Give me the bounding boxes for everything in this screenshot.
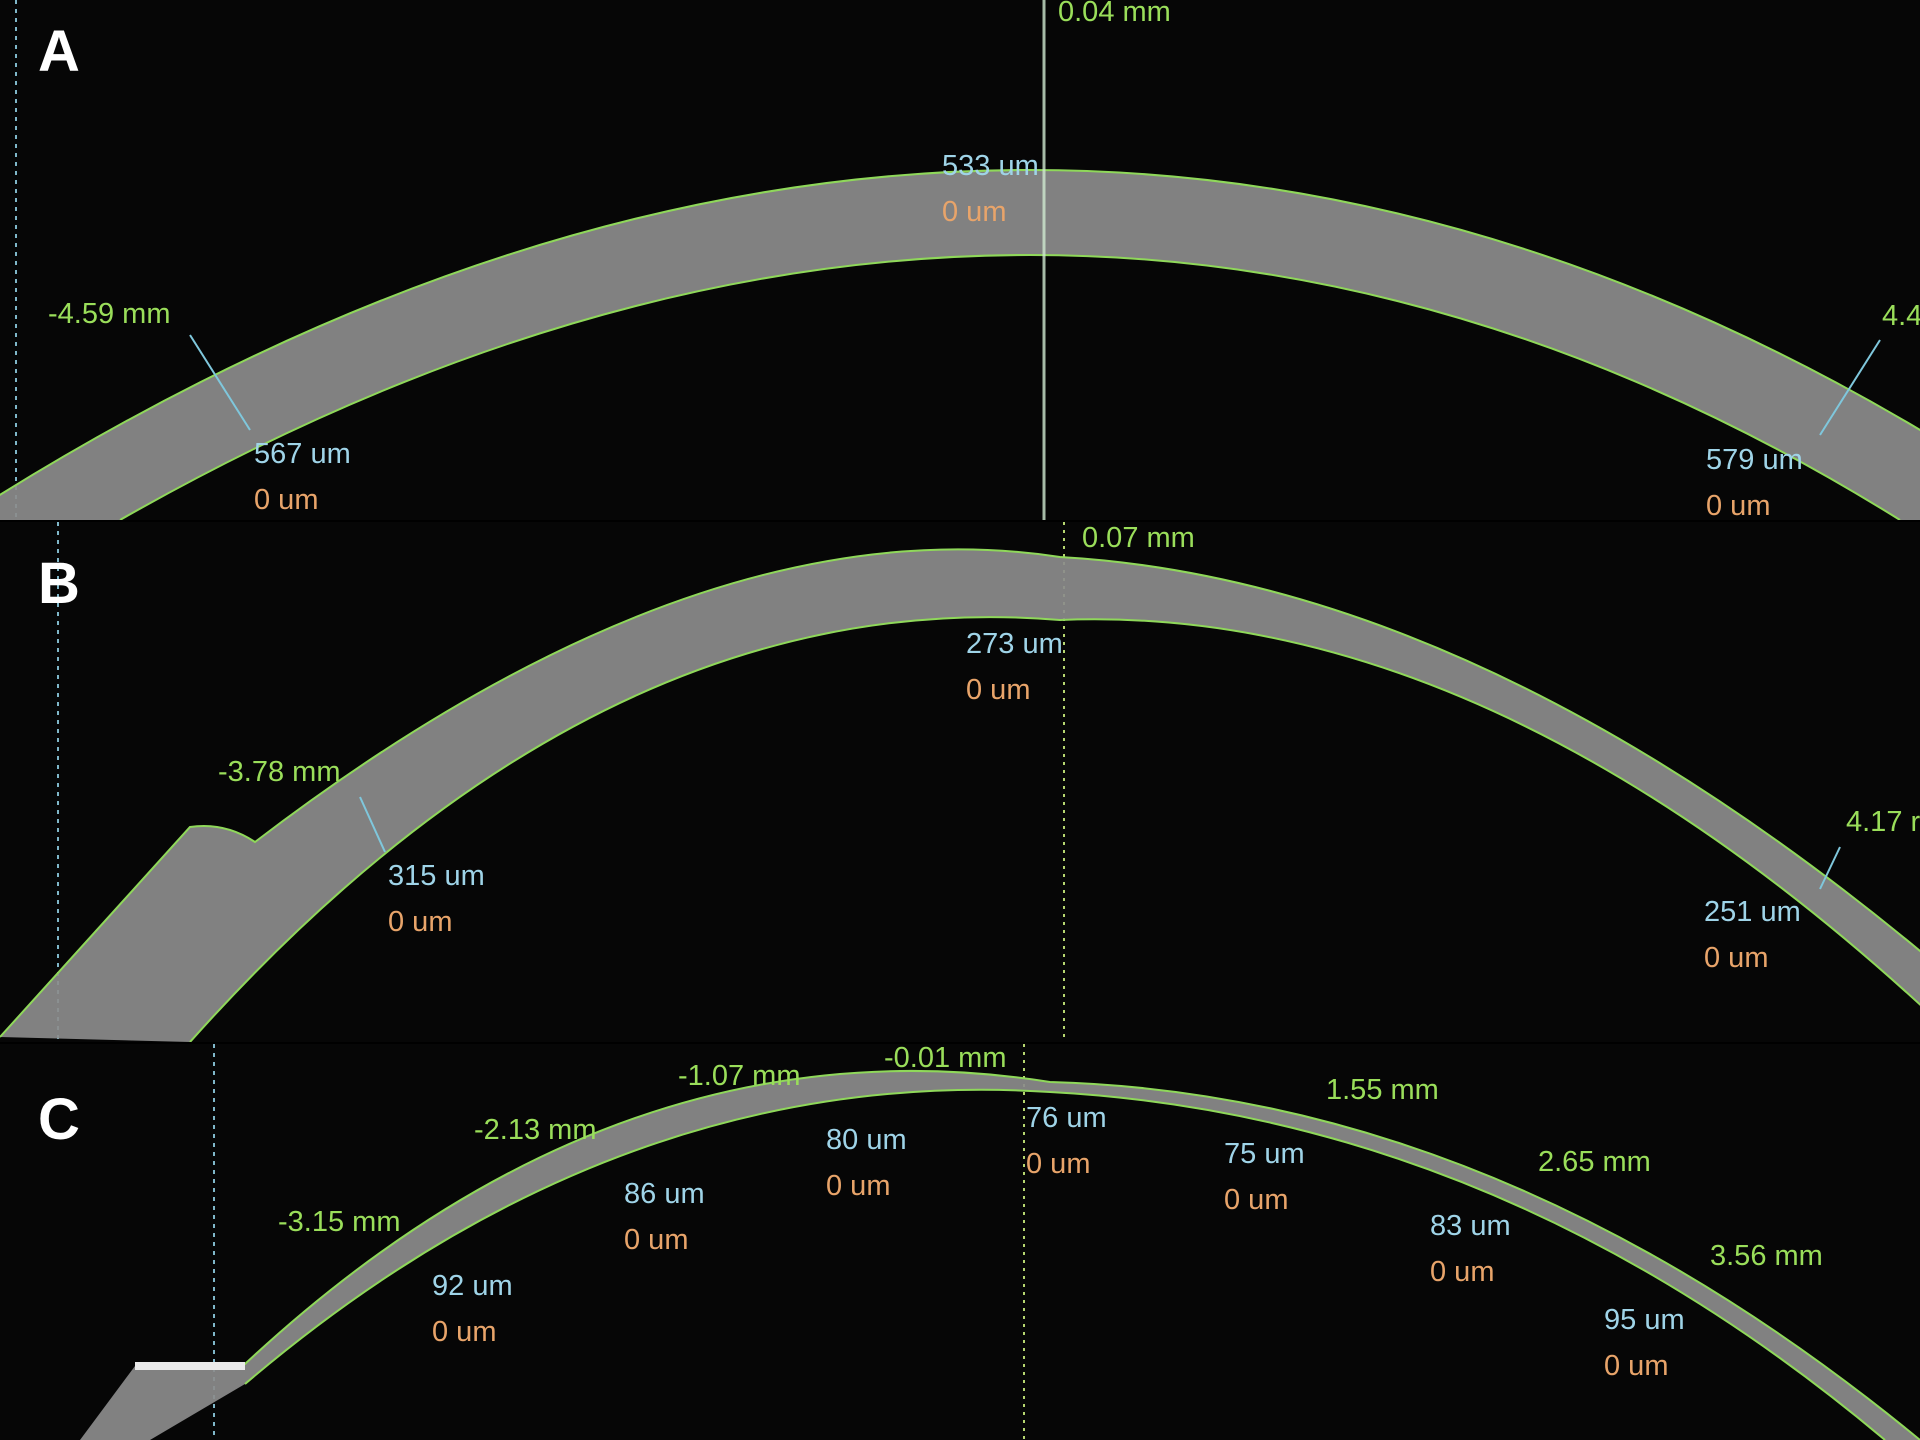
position-label: -0.01 mm: [884, 1044, 1007, 1074]
thickness-label: 83 um: [1430, 1210, 1511, 1242]
thickness-label: 86 um: [624, 1178, 705, 1210]
thickness-label: 75 um: [1224, 1138, 1305, 1170]
anterior-boundary-c: [134, 1069, 1920, 1440]
oct-panel-a: A 0.04 mm 533 um 0 um -4.59 mm 567 um 0 …: [0, 0, 1920, 520]
delta-label: 0 um: [826, 1170, 891, 1202]
position-label: 1.55 mm: [1326, 1074, 1439, 1106]
delta-label: 0 um: [432, 1316, 497, 1348]
thickness-label: 533 um: [942, 150, 1039, 182]
delta-label: 0 um: [1706, 490, 1771, 521]
oct-panel-c: C -0.01 mm 76 um 0 um -1.07 mm 80 um 0 u…: [0, 1044, 1920, 1440]
panel-letter: A: [38, 19, 80, 84]
thickness-label: 567 um: [254, 438, 351, 470]
thickness-label: 95 um: [1604, 1304, 1685, 1336]
thickness-label: 76 um: [1026, 1102, 1107, 1134]
posterior-boundary-a: [119, 254, 1901, 520]
thickness-label: 92 um: [432, 1270, 513, 1302]
delta-label: 0 um: [624, 1224, 689, 1256]
posterior-boundary-b: [189, 616, 1920, 1042]
thickness-label: 579 um: [1706, 444, 1803, 476]
anterior-boundary-b: [0, 548, 1920, 1038]
cornea-tissue-b: [0, 549, 1920, 1042]
position-label: -1.07 mm: [678, 1060, 801, 1092]
position-label: 3.56 mm: [1710, 1240, 1823, 1272]
position-label: -3.15 mm: [278, 1206, 401, 1238]
thickness-label: 273 um: [966, 628, 1063, 660]
delta-label: 0 um: [388, 906, 453, 938]
delta-label: 0 um: [254, 484, 319, 516]
oct-panel-b: B 0.07 mm 273 um 0 um -3.78 mm 315 um 0 …: [0, 522, 1920, 1042]
position-label: 0.04 mm: [1058, 0, 1171, 28]
position-label: 2.65 mm: [1538, 1146, 1651, 1178]
delta-label: 0 um: [1704, 942, 1769, 974]
position-label: -3.78 mm: [218, 756, 341, 788]
position-label: 4.4: [1882, 300, 1920, 332]
thickness-label: 80 um: [826, 1124, 907, 1156]
thickness-label: 315 um: [388, 860, 485, 892]
position-label: 0.07 mm: [1082, 522, 1195, 554]
position-label: -2.13 mm: [474, 1114, 597, 1146]
thickness-label: 251 um: [1704, 896, 1801, 928]
cornea-scan-a: [0, 0, 1920, 520]
delta-label: 0 um: [1430, 1256, 1495, 1288]
cornea-scan-b: [0, 522, 1920, 1042]
cornea-tissue-a: [0, 170, 1920, 520]
position-label: -4.59 mm: [48, 298, 171, 330]
delta-label: 0 um: [966, 674, 1031, 706]
delta-label: 0 um: [942, 196, 1007, 228]
cornea-tissue-c: [80, 1070, 1920, 1440]
cornea-scan-c: [0, 1044, 1920, 1440]
panel-letter: C: [38, 1087, 80, 1152]
position-label: 4.17 r: [1846, 806, 1920, 838]
delta-label: 0 um: [1026, 1148, 1091, 1180]
anterior-boundary-a: [0, 169, 1920, 496]
posterior-boundary-c: [244, 1088, 1886, 1440]
delta-label: 0 um: [1224, 1184, 1289, 1216]
delta-label: 0 um: [1604, 1350, 1669, 1382]
panel-letter: B: [38, 551, 80, 616]
